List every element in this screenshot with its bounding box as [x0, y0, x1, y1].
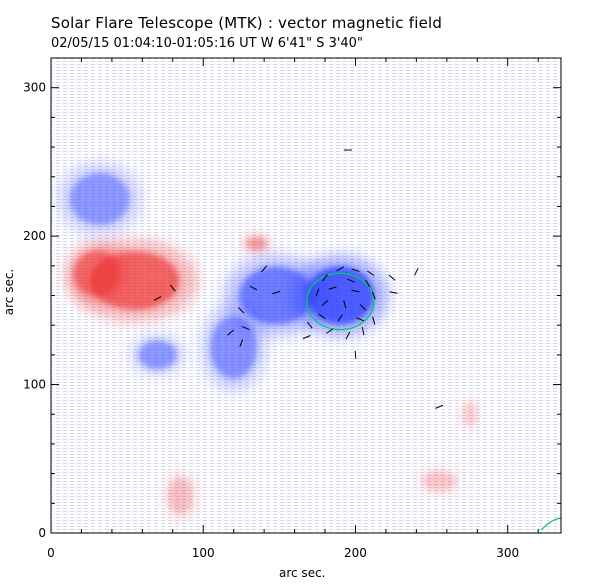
- field-vector: [388, 274, 396, 281]
- field-vector: [321, 299, 329, 306]
- y-tick-label: 300: [23, 81, 46, 95]
- negative-polarity-region-core: [138, 340, 177, 370]
- figure-title: Solar Flare Telescope (MTK) : vector mag…: [51, 14, 443, 32]
- polarity-regions: [57, 161, 481, 523]
- field-vector: [272, 290, 281, 295]
- field-vector: [354, 350, 357, 359]
- field-vector: [336, 266, 345, 272]
- positive-polarity-region-core: [422, 470, 457, 492]
- negative-polarity-region-core: [210, 316, 258, 379]
- field-vector: [367, 270, 375, 276]
- positive-polarity-region-core: [462, 401, 478, 427]
- field-vector: [361, 327, 365, 336]
- x-tick-label: 200: [344, 546, 367, 560]
- field-vector: [359, 304, 367, 311]
- field-vector: [227, 329, 235, 336]
- field-vector: [261, 265, 268, 273]
- field-vector: [302, 335, 311, 340]
- field-vector: [414, 267, 419, 276]
- field-vector: [351, 268, 360, 272]
- x-tick-label: 300: [496, 546, 519, 560]
- field-vector: [365, 279, 371, 288]
- field-vector: [241, 326, 250, 331]
- umbra-contour: [306, 272, 375, 331]
- axis-ticks: 0 100 200 300 0 100 200 300: [23, 57, 561, 560]
- y-tick-label: 100: [23, 378, 46, 392]
- transverse-field-vectors: [153, 149, 444, 409]
- corner-contour: [540, 517, 561, 531]
- field-vector: [343, 300, 347, 309]
- field-vector: [347, 278, 355, 283]
- contour-lines: [306, 272, 561, 531]
- field-vector: [249, 285, 258, 291]
- field-vector: [322, 274, 328, 282]
- y-tick-label: 200: [23, 229, 46, 243]
- field-vector: [315, 288, 320, 297]
- field-vector: [318, 313, 326, 319]
- field-vector: [356, 317, 364, 322]
- negative-polarity-region-core: [239, 266, 314, 325]
- field-vector: [351, 289, 360, 293]
- field-vector: [389, 291, 398, 294]
- field-vector: [306, 321, 313, 329]
- positive-polarity-region-core: [73, 250, 121, 297]
- x-tick-label: 100: [192, 546, 215, 560]
- x-tick-label: 0: [47, 546, 55, 560]
- field-vector: [372, 316, 376, 325]
- field-vector: [435, 404, 444, 409]
- negative-polarity-region-core: [69, 173, 130, 225]
- field-vector: [337, 314, 343, 322]
- field-vector: [328, 286, 337, 290]
- field-vector: [345, 331, 351, 340]
- field-vector: [153, 296, 162, 301]
- field-vector: [238, 307, 245, 314]
- y-tick-label: 0: [38, 526, 46, 540]
- field-vector: [326, 328, 334, 334]
- field-vector: [371, 291, 376, 300]
- observation-info: 02/05/15 01:04:10-01:05:16 UT W 6'41" S …: [51, 36, 363, 51]
- field-vector: [169, 284, 176, 292]
- positive-polarity-region-core: [245, 236, 268, 251]
- field-vector: [239, 339, 244, 347]
- positive-polarity-region-core: [167, 477, 194, 515]
- x-axis-label: arc sec.: [279, 566, 326, 580]
